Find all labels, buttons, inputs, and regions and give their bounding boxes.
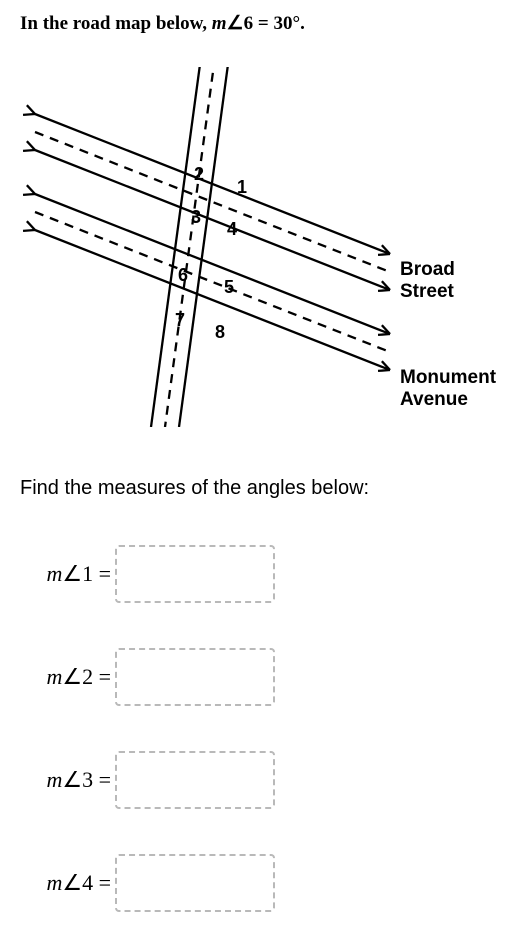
angle-label-1: 1 (237, 177, 247, 198)
title-m: m (212, 13, 227, 34)
title-equals: = 30° (253, 13, 300, 34)
answer-label-3: m∠3 = (20, 767, 115, 793)
answer-input-1[interactable] (115, 545, 275, 603)
answers-group: m∠1 = m∠2 = m∠3 = m∠4 = (20, 545, 511, 912)
answer-row-1: m∠1 = (20, 545, 511, 603)
broad-line1: Broad (400, 259, 455, 281)
answer-row-2: m∠2 = (20, 648, 511, 706)
title-angle-sym: ∠ (227, 13, 244, 34)
problem-title: In the road map below, m∠6 = 30°. (20, 12, 511, 37)
monument-avenue-label: Monument Avenue (400, 367, 496, 411)
answer-input-4[interactable] (115, 854, 275, 912)
angle-label-8: 8 (215, 322, 225, 343)
angle-label-5: 5 (224, 277, 234, 298)
answer-input-3[interactable] (115, 751, 275, 809)
answer-label-4: m∠4 = (20, 870, 115, 896)
angle-label-2: 2 (194, 164, 204, 185)
angle-label-7: 7 (175, 310, 185, 331)
answer-row-3: m∠3 = (20, 751, 511, 809)
road-map-diagram: Broad Street Monument Avenue 1 2 3 4 5 6… (15, 67, 505, 427)
broad-line2: Street (400, 281, 455, 303)
instruction-text: Find the measures of the angles below: (20, 477, 511, 500)
answer-label-2: m∠2 = (20, 664, 115, 690)
angle-label-4: 4 (227, 219, 237, 240)
monument-line2: Avenue (400, 389, 496, 411)
angle-label-3: 3 (191, 207, 201, 228)
monument-line1: Monument (400, 367, 496, 389)
title-period: . (300, 13, 305, 34)
broad-street-label: Broad Street (400, 259, 455, 303)
title-prefix: In the road map below, (20, 13, 212, 34)
answer-input-2[interactable] (115, 648, 275, 706)
answer-label-1: m∠1 = (20, 561, 115, 587)
title-angle-num: 6 (244, 13, 254, 34)
answer-row-4: m∠4 = (20, 854, 511, 912)
angle-label-6: 6 (178, 265, 188, 286)
